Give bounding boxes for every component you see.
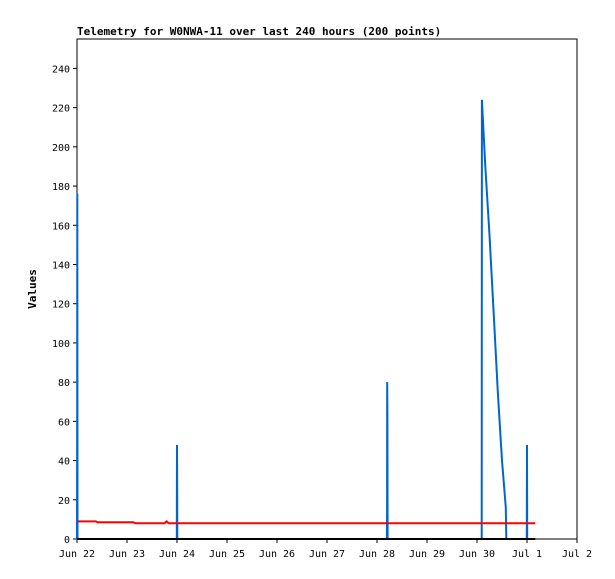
y-tick-label: 240 — [52, 64, 70, 75]
y-tick-label: 20 — [58, 496, 70, 507]
x-tick-label: Jun 25 — [209, 549, 245, 560]
x-tick-label: Jun 27 — [309, 549, 345, 560]
y-tick-label: 40 — [58, 457, 70, 468]
x-tick-label: Jun 23 — [109, 549, 145, 560]
y-tick-label: 80 — [58, 378, 70, 389]
x-tick-label: Jun 28 — [359, 549, 395, 560]
y-tick-label: 220 — [52, 104, 70, 115]
y-axis-ticks: 0 20 40 60 80 100 120 140 160 180 200 220 240 — [52, 64, 77, 546]
x-tick-label: Jun 26 — [259, 549, 295, 560]
series-layer — [76, 99, 536, 540]
y-tick-label: 60 — [58, 417, 70, 428]
y-tick-label: 180 — [52, 182, 70, 193]
y-tick-label: 100 — [52, 339, 70, 350]
y-tick-label: 160 — [52, 221, 70, 232]
x-tick-label: Jun 30 — [459, 549, 495, 560]
chart-title: Telemetry for W0NWA-11 over last 240 hou… — [77, 25, 441, 38]
x-tick-label: Jul 2 — [562, 549, 592, 560]
x-axis-ticks: Jun 22 Jun 23 Jun 24 Jun 25 Jun 26 Jun 27 Jun … — [59, 539, 592, 560]
series-line-0 — [76, 99, 529, 540]
y-tick-label: 140 — [52, 260, 70, 271]
x-tick-label: Jun 22 — [59, 549, 95, 560]
x-tick-label: Jun 24 — [159, 549, 195, 560]
y-tick-label: 120 — [52, 300, 70, 311]
x-tick-label: Jun 29 — [409, 549, 445, 560]
y-axis-label: Values — [26, 269, 39, 309]
y-tick-label: 0 — [64, 535, 70, 546]
x-tick-label: Jul 1 — [512, 549, 542, 560]
series-line-1 — [77, 520, 536, 525]
y-tick-label: 200 — [52, 143, 70, 154]
